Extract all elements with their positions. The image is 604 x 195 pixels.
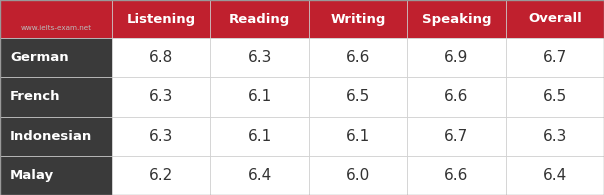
Text: 6.6: 6.6 xyxy=(444,89,469,104)
Text: 6.7: 6.7 xyxy=(542,50,567,65)
Bar xyxy=(210,77,309,116)
Bar xyxy=(210,0,309,38)
Bar xyxy=(407,156,506,195)
Bar xyxy=(112,156,210,195)
Bar xyxy=(0,0,112,38)
Text: 6.5: 6.5 xyxy=(542,89,567,104)
Bar xyxy=(309,116,407,156)
Text: 6.7: 6.7 xyxy=(445,129,469,144)
Bar xyxy=(309,38,407,77)
Bar xyxy=(0,156,112,195)
Bar xyxy=(506,116,604,156)
Bar xyxy=(210,38,309,77)
Bar xyxy=(506,0,604,38)
Text: 6.2: 6.2 xyxy=(149,168,173,183)
Bar xyxy=(112,77,210,116)
Text: www.ielts-exam.net: www.ielts-exam.net xyxy=(21,26,92,32)
Text: 6.1: 6.1 xyxy=(248,129,272,144)
Text: 6.1: 6.1 xyxy=(346,129,370,144)
Text: Writing: Writing xyxy=(330,12,386,26)
Bar xyxy=(407,116,506,156)
Text: Indonesian: Indonesian xyxy=(10,130,92,143)
Text: 6.4: 6.4 xyxy=(248,168,272,183)
Text: French: French xyxy=(10,90,60,103)
Text: Malay: Malay xyxy=(10,169,54,182)
Text: 6.5: 6.5 xyxy=(346,89,370,104)
Bar xyxy=(112,116,210,156)
Bar xyxy=(210,156,309,195)
Bar xyxy=(0,77,112,116)
Text: 6.3: 6.3 xyxy=(149,89,173,104)
Bar xyxy=(309,77,407,116)
Text: Speaking: Speaking xyxy=(422,12,491,26)
Text: German: German xyxy=(10,51,69,64)
Text: 6.3: 6.3 xyxy=(149,129,173,144)
Text: 6.1: 6.1 xyxy=(248,89,272,104)
Bar xyxy=(506,38,604,77)
Text: 6.3: 6.3 xyxy=(248,50,272,65)
Bar xyxy=(112,38,210,77)
Text: 6.3: 6.3 xyxy=(542,129,567,144)
Text: 6.6: 6.6 xyxy=(346,50,370,65)
Bar xyxy=(0,38,112,77)
Bar xyxy=(309,0,407,38)
Text: 6.8: 6.8 xyxy=(149,50,173,65)
Bar xyxy=(407,38,506,77)
Text: Listening: Listening xyxy=(127,12,196,26)
Bar xyxy=(407,0,506,38)
Bar xyxy=(0,116,112,156)
Bar xyxy=(506,77,604,116)
Bar xyxy=(210,116,309,156)
Bar xyxy=(309,156,407,195)
Bar xyxy=(407,77,506,116)
Bar xyxy=(506,156,604,195)
Text: 6.6: 6.6 xyxy=(444,168,469,183)
Text: 6.0: 6.0 xyxy=(346,168,370,183)
Text: Overall: Overall xyxy=(528,12,582,26)
Text: 6.9: 6.9 xyxy=(444,50,469,65)
Text: 6.4: 6.4 xyxy=(542,168,567,183)
Bar xyxy=(112,0,210,38)
Text: Reading: Reading xyxy=(229,12,291,26)
